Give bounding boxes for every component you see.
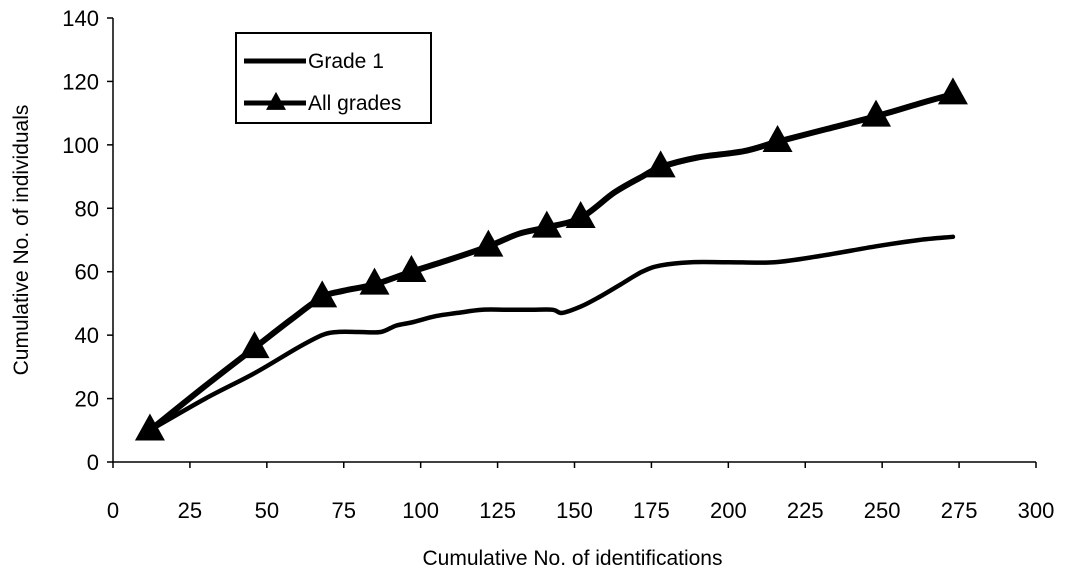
y-tick-label: 20 (75, 387, 99, 412)
series-line-1 (147, 234, 956, 433)
x-tick-label: 275 (941, 498, 978, 523)
data-point-marker (861, 99, 892, 127)
x-tick-label: 200 (710, 498, 747, 523)
legend-label: Grade 1 (308, 50, 384, 73)
x-tick-label: 175 (633, 498, 670, 523)
x-tick-label: 250 (864, 498, 901, 523)
x-tick-label: 125 (479, 498, 516, 523)
data-point-marker (239, 331, 270, 359)
data-point-marker (134, 413, 165, 441)
data-point-marker (937, 77, 968, 105)
y-tick-label: 140 (62, 6, 99, 31)
x-tick-label: 150 (556, 498, 593, 523)
data-point-marker (762, 124, 793, 152)
x-tick-label: 25 (178, 498, 202, 523)
chart-series (134, 77, 968, 441)
x-tick-label: 75 (332, 498, 356, 523)
chart-axes: 0 20 40 60 80 100 120 140 0 25 50 75 100 125 150 175 200… (62, 6, 1054, 523)
y-tick-label: 100 (62, 133, 99, 158)
x-tick-label: 225 (787, 498, 824, 523)
x-tick-label: 300 (1018, 498, 1055, 523)
data-point-marker (645, 150, 676, 178)
legend-label: All grades (308, 92, 401, 115)
data-point-marker (565, 201, 596, 229)
y-axis-title: Cumulative No. of individuals (10, 105, 33, 376)
series-line-2 (146, 91, 956, 434)
x-tick-label: 0 (107, 498, 119, 523)
chart-legend: Grade 1 All grades (235, 32, 432, 124)
y-tick-label: 80 (75, 196, 99, 221)
y-tick-label: 60 (75, 260, 99, 285)
x-tick-label: 100 (402, 498, 439, 523)
x-axis-title: Cumulative No. of identifications (423, 547, 723, 570)
data-point-marker (531, 210, 562, 238)
legend-swatch-marker (266, 91, 286, 110)
data-point-marker (473, 229, 504, 257)
y-tick-label: 40 (75, 323, 99, 348)
y-tick-label: 0 (87, 450, 99, 475)
data-point-marker (359, 267, 390, 295)
x-tick-label: 50 (255, 498, 279, 523)
data-point-marker (396, 254, 427, 282)
data-point-marker (307, 280, 338, 308)
y-tick-label: 120 (62, 69, 99, 94)
